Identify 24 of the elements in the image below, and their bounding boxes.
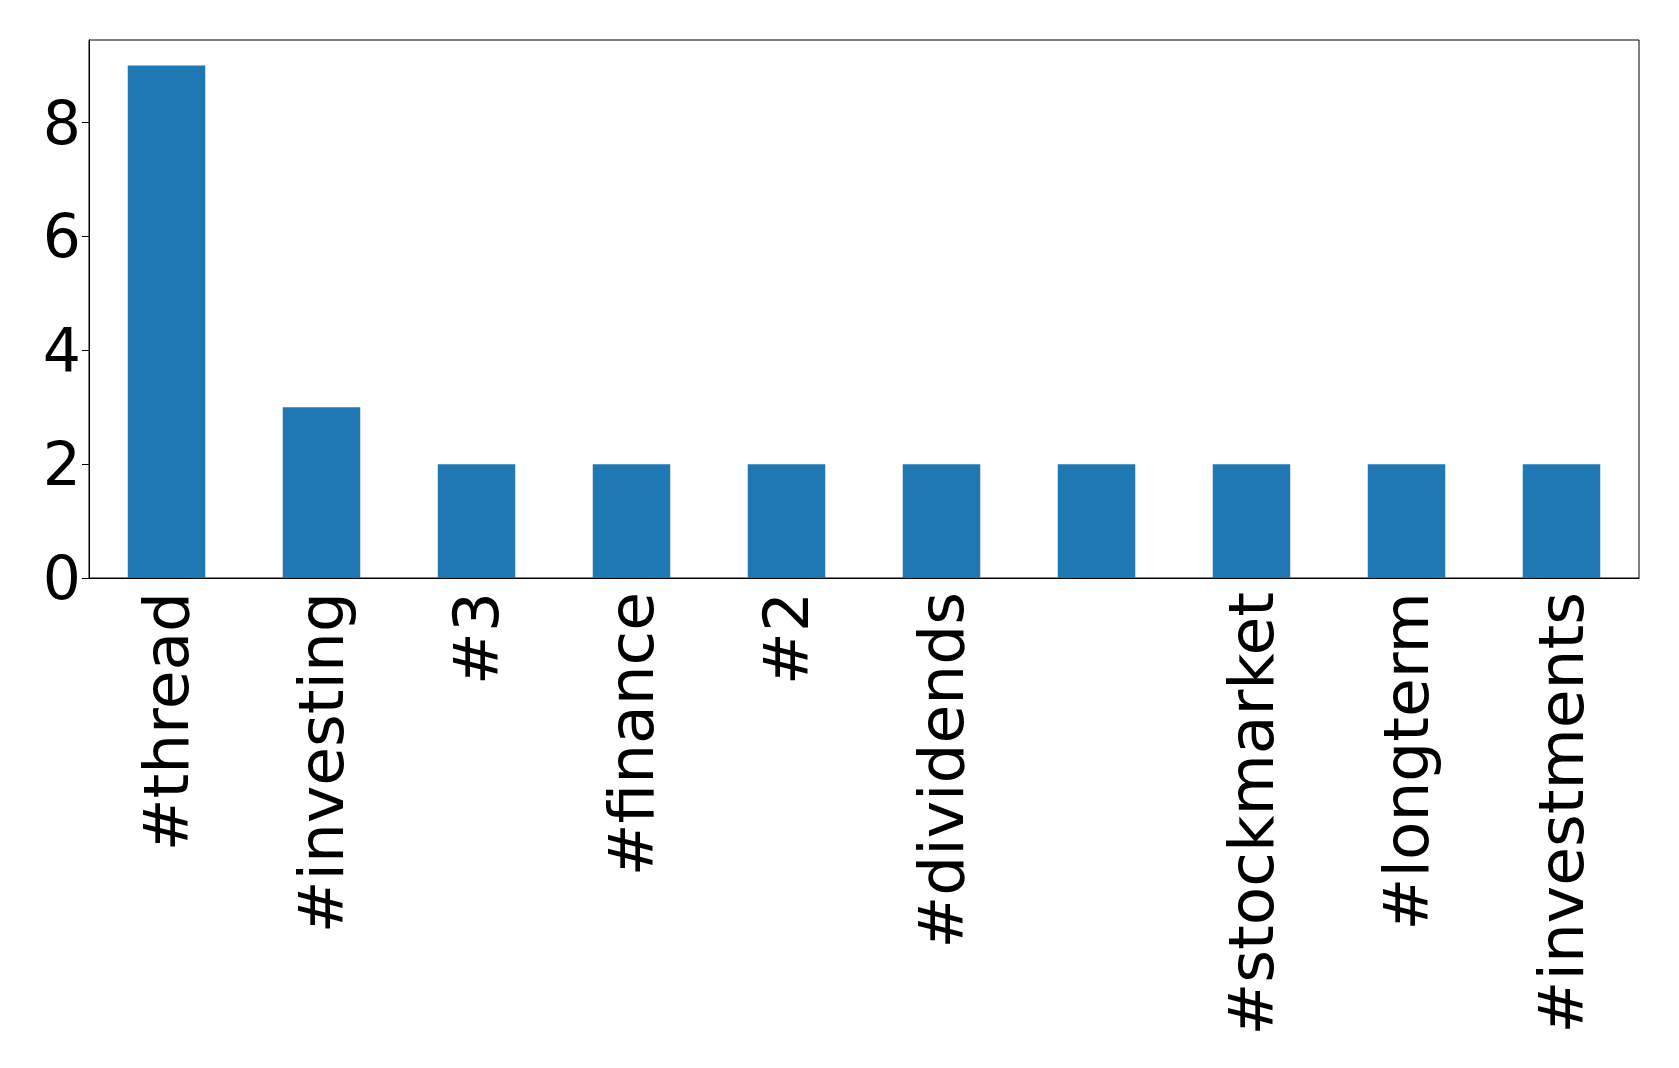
bar <box>127 65 206 578</box>
bar <box>1367 464 1446 578</box>
x-tick-label: #finance <box>595 592 668 877</box>
y-tick-label: 0 <box>42 543 81 613</box>
y-tick-label: 2 <box>42 429 81 500</box>
bar <box>592 464 671 578</box>
bar <box>437 464 516 578</box>
x-tick-label: #3 <box>440 592 513 685</box>
x-tick-label: #dividends <box>905 592 978 949</box>
bar <box>1057 464 1136 578</box>
x-tick-label: #longterm <box>1370 592 1443 931</box>
bar <box>1522 464 1601 578</box>
bar <box>747 464 826 578</box>
x-tick-label: #thread <box>130 592 203 852</box>
y-tick-label: 8 <box>42 87 81 158</box>
bar <box>902 464 981 578</box>
bar <box>282 407 361 578</box>
x-tick-label: #investing <box>285 592 358 934</box>
x-tick-label: #stockmarket <box>1215 592 1288 1036</box>
y-tick-label: 4 <box>42 315 81 386</box>
bar <box>1212 464 1291 578</box>
y-tick-label: 6 <box>42 201 81 272</box>
x-tick-label: #2 <box>750 592 823 685</box>
x-tick-label: #investments <box>1525 592 1598 1034</box>
